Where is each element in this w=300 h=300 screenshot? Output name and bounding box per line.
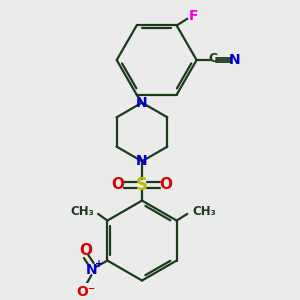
Text: N: N — [85, 263, 97, 277]
Text: N: N — [136, 96, 148, 110]
Text: O: O — [80, 243, 93, 258]
Text: CH₃: CH₃ — [193, 205, 216, 218]
Text: O: O — [112, 177, 124, 192]
Text: N: N — [136, 154, 148, 168]
Text: O: O — [160, 177, 172, 192]
Text: F: F — [188, 9, 198, 23]
Text: +: + — [95, 259, 103, 269]
Text: O⁻: O⁻ — [76, 285, 96, 299]
Text: CH₃: CH₃ — [70, 205, 94, 218]
Text: C: C — [209, 52, 218, 65]
Text: N: N — [229, 53, 240, 67]
Text: S: S — [136, 176, 148, 194]
